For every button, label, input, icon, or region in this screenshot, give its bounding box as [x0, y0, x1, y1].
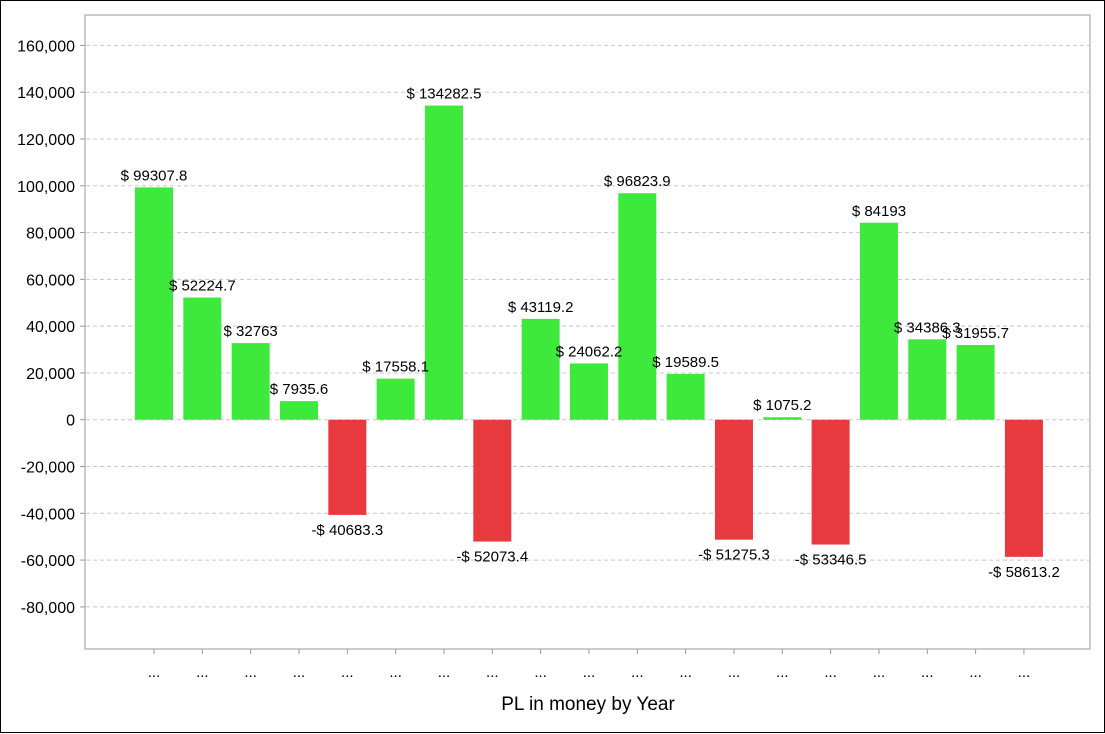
data-label: $ 19589.5: [652, 354, 719, 371]
y-tick-label: 20,000: [26, 366, 75, 383]
x-tick-label: ...: [921, 664, 934, 681]
bar: [424, 105, 463, 420]
bar: [859, 222, 898, 420]
data-label: $ 84193: [852, 203, 906, 220]
y-tick-label: -20,000: [21, 460, 75, 477]
x-tick-label: ...: [389, 664, 402, 681]
data-label: $ 7935.6: [270, 381, 328, 398]
bar: [135, 187, 173, 420]
data-labels: $ 99307.8 $ 52224.7 $ 32763 $ 7935.6 -$ 4068…: [121, 86, 1060, 581]
data-label: -$ 51275.3: [698, 547, 770, 564]
data-label: -$ 52073.4: [456, 549, 528, 566]
x-tick-label: ...: [438, 664, 451, 681]
x-tick-label: ...: [148, 664, 161, 681]
bar: [473, 419, 512, 542]
x-tick-label: ...: [534, 664, 547, 681]
bar: [183, 297, 222, 420]
x-axis-title: PL in money by Year: [501, 694, 675, 715]
y-tick-label: 40,000: [26, 319, 75, 336]
y-tick-label: 140,000: [17, 85, 75, 102]
bar: [569, 363, 608, 420]
x-tick-label: ...: [244, 664, 257, 681]
y-tick-label: 160,000: [17, 38, 75, 55]
data-label: $ 34386.3: [894, 319, 961, 336]
data-label: $ 31955.7: [942, 325, 1009, 342]
data-label: -$ 40683.3: [311, 522, 383, 539]
bar: [279, 401, 318, 420]
data-label: -$ 58613.2: [988, 564, 1060, 581]
x-tick-label: ...: [583, 664, 596, 681]
x-tick-label: ...: [341, 664, 354, 681]
y-tick-label: 80,000: [26, 226, 75, 243]
x-tick-label: ...: [969, 664, 982, 681]
x-tick-label: ...: [728, 664, 741, 681]
bar: [231, 343, 270, 420]
bar: [956, 344, 995, 420]
bar: [618, 193, 657, 420]
x-tick-label: ...: [776, 664, 789, 681]
x-tick-label: ...: [196, 664, 209, 681]
bar: [666, 373, 705, 420]
x-tick-label: ...: [486, 664, 499, 681]
bar: [763, 417, 802, 420]
x-tick-label: ...: [1018, 664, 1031, 681]
x-tick-label: ...: [631, 664, 644, 681]
data-label: $ 52224.7: [169, 278, 236, 295]
x-tick-label: ...: [679, 664, 692, 681]
bar: [714, 419, 753, 540]
y-tick-label: -40,000: [21, 506, 75, 523]
plot-area: [84, 14, 1091, 650]
data-label: $ 99307.8: [121, 167, 188, 184]
data-label: $ 32763: [224, 323, 278, 340]
data-label: $ 134282.5: [406, 86, 481, 103]
data-label: $ 24062.2: [556, 343, 623, 360]
data-label: -$ 53346.5: [795, 552, 867, 569]
y-tick-label: 0: [66, 413, 75, 430]
x-tick-label: ...: [873, 664, 886, 681]
data-label: $ 96823.9: [604, 173, 671, 190]
x-tick-label: ...: [824, 664, 837, 681]
y-tick-label: -80,000: [21, 600, 75, 617]
bar: [328, 419, 367, 515]
y-tick-label: 120,000: [17, 132, 75, 149]
bars: [135, 105, 1043, 557]
data-label: $ 43119.2: [508, 299, 574, 316]
x-axis-ticks: ........................................…: [148, 649, 1030, 681]
bar: [1004, 419, 1043, 557]
bar: [521, 318, 560, 420]
y-tick-label: 60,000: [26, 272, 75, 289]
bar: [376, 378, 415, 420]
x-tick-label: ...: [293, 664, 306, 681]
data-label: $ 17558.1: [362, 359, 429, 376]
y-tick-label: 100,000: [17, 179, 75, 196]
y-tick-label: -60,000: [21, 553, 75, 570]
grid-lines: [86, 44, 1089, 608]
y-axis-ticks: 160,000 140,000 120,000 100,000 80,000 60,000…: [17, 38, 85, 617]
bar: [811, 419, 850, 545]
data-label: $ 1075.2: [753, 397, 811, 414]
bar: [908, 339, 947, 420]
